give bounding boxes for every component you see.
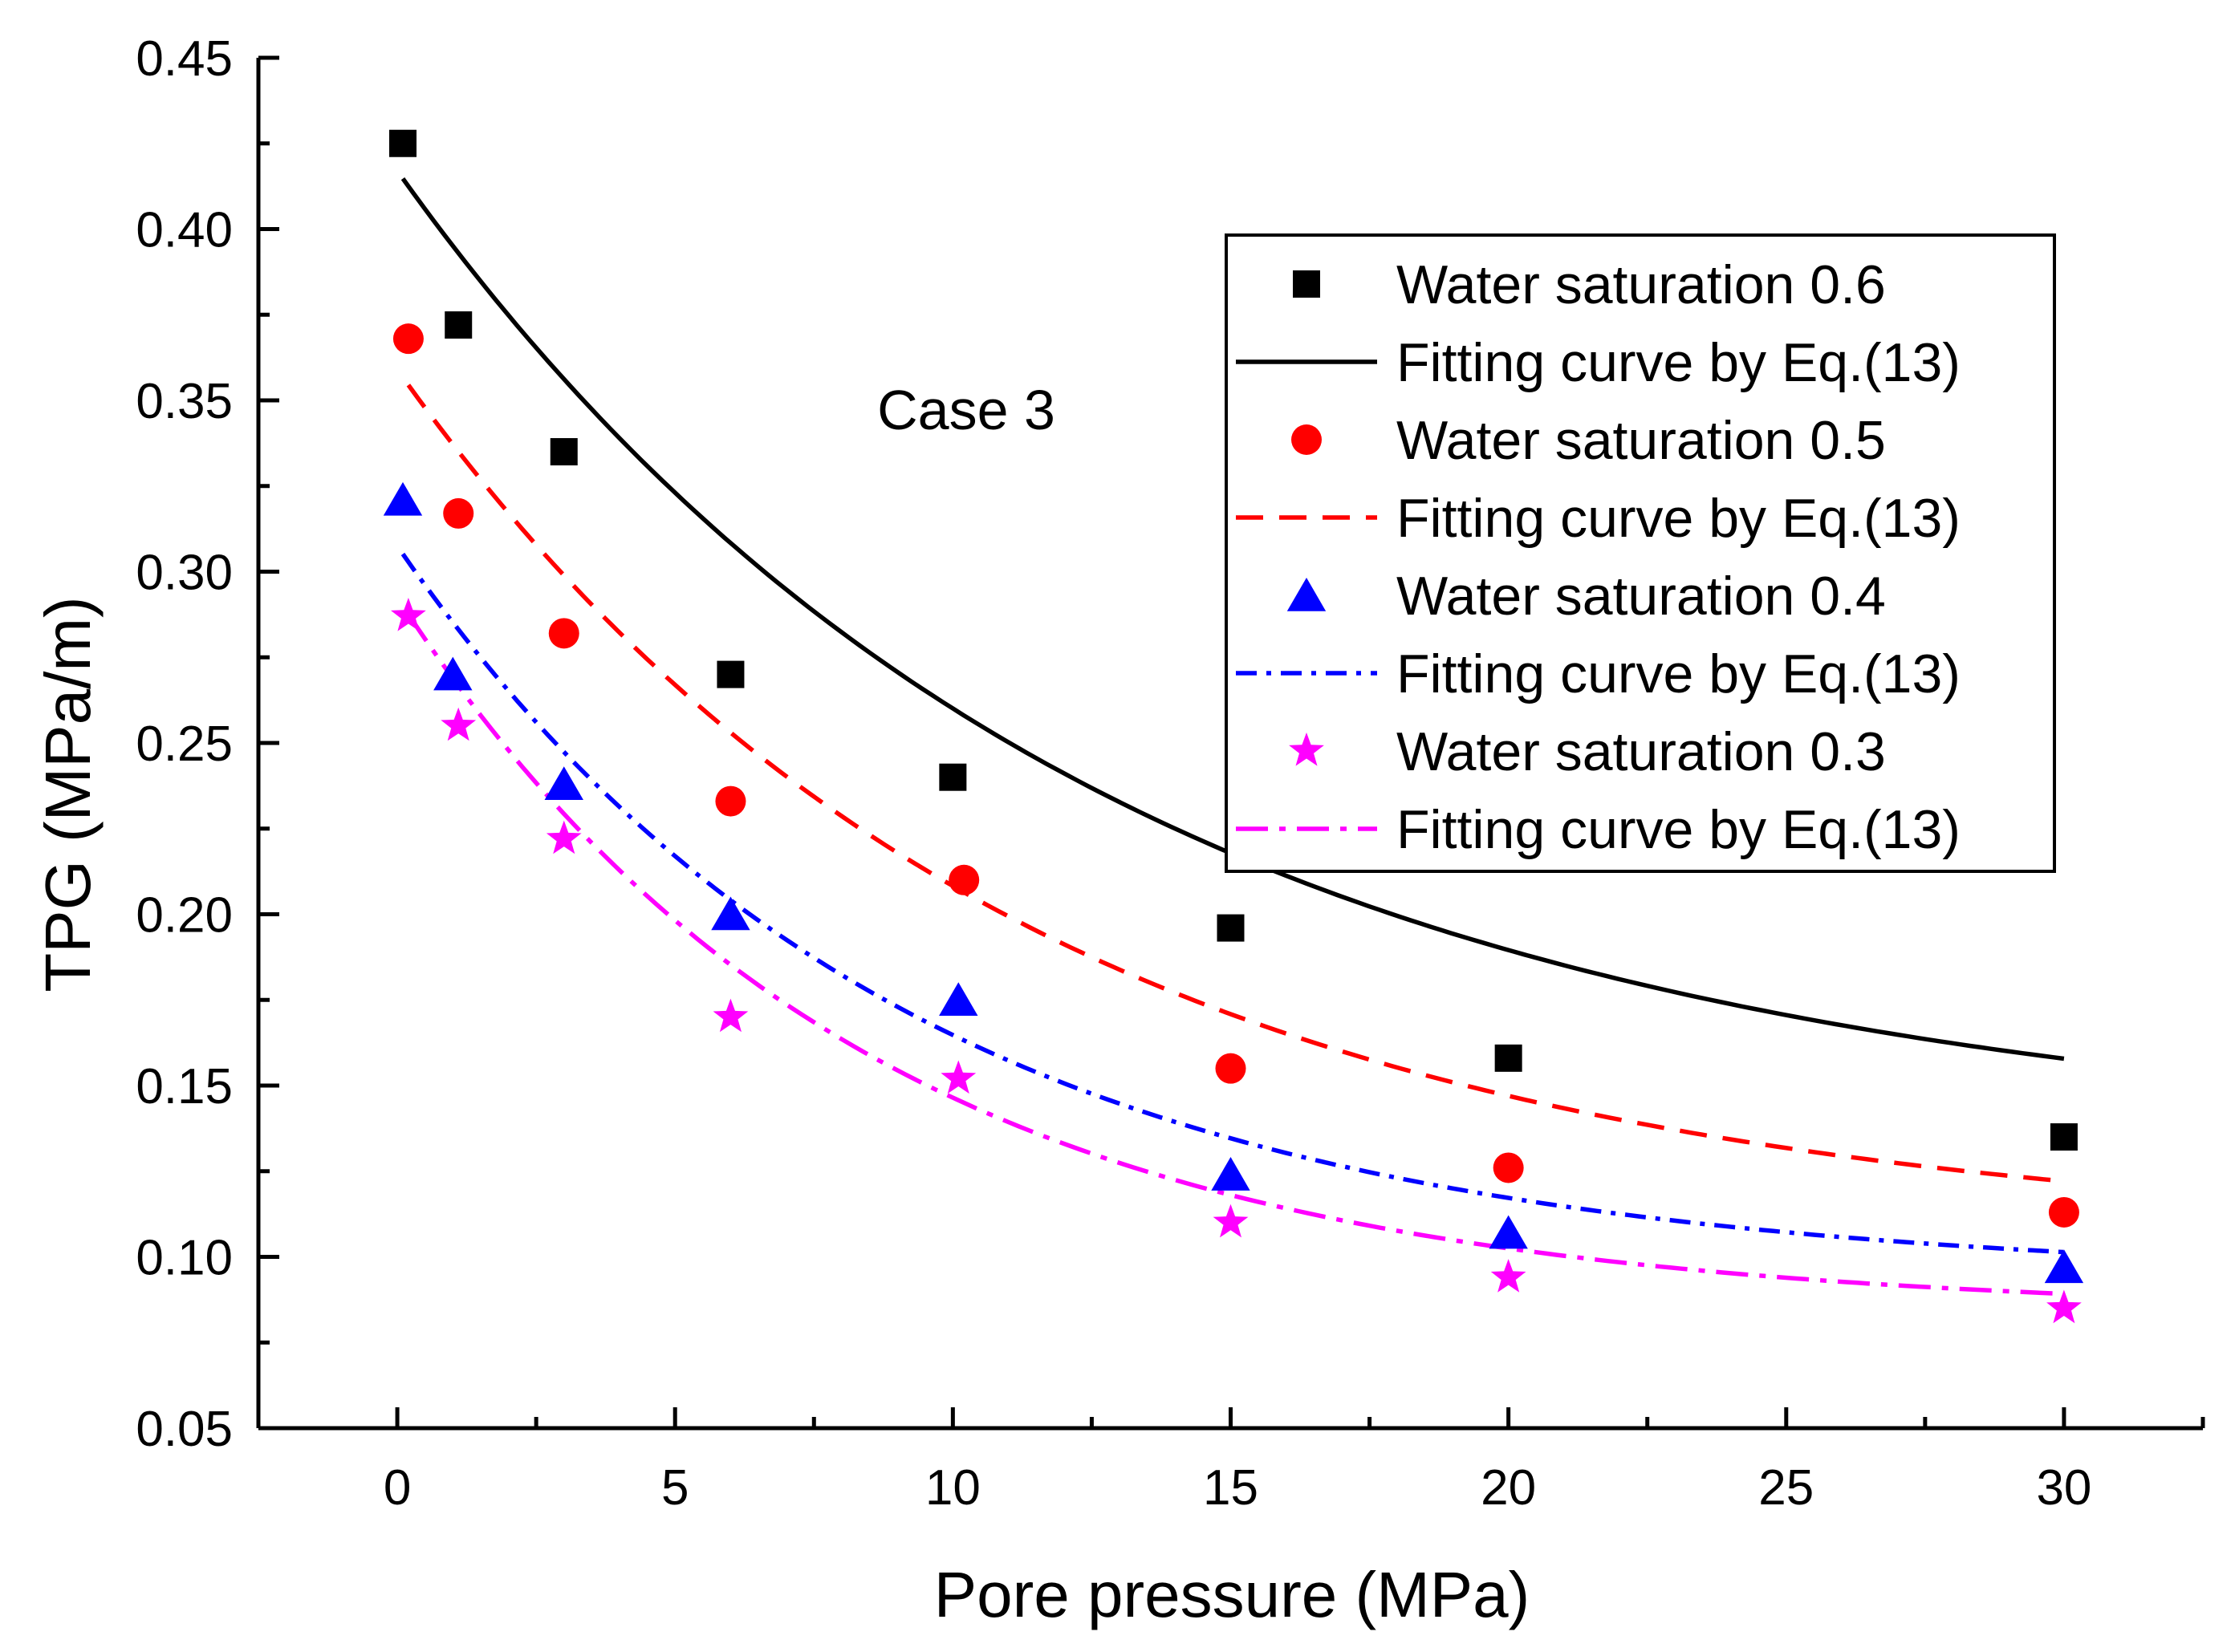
marker-circle [392,323,424,355]
y-tick-label: 0.25 [136,716,233,772]
y-tick-label: 0.35 [136,374,233,429]
marker-square [717,660,745,688]
y-tick-label: 0.15 [136,1059,233,1114]
marker-star [391,598,426,631]
marker-triangle [2044,1249,2084,1284]
x-axis-label: Pore pressure (MPa) [934,1559,1530,1630]
marker-square [445,311,473,339]
fit-curve-5 [400,552,2065,1255]
marker-triangle [383,481,423,516]
x-tick-label: 15 [1203,1460,1258,1516]
y-tick-label: 0.40 [136,203,233,258]
legend-marker [1291,424,1322,455]
y-tick-label: 0.20 [136,888,233,944]
legend-marker [1293,270,1320,298]
legend-label: Fitting curve by Eq.(13) [1396,799,1961,860]
x-tick-label: 10 [925,1460,981,1516]
legend-label: Water saturation 0.4 [1396,566,1886,627]
marker-square [1494,1044,1522,1072]
marker-triangle [1211,1157,1250,1191]
x-tick-label: 20 [1481,1460,1536,1516]
marker-circle [715,785,746,817]
marker-square [1217,914,1245,942]
marker-circle [548,618,579,649]
case-annotation: Case 3 [877,379,1055,441]
legend-marker [1286,578,1327,611]
marker-star [1213,1203,1249,1238]
x-tick-label: 0 [384,1460,411,1516]
marker-square [2050,1123,2078,1151]
x-tick-label: 30 [2036,1460,2091,1516]
y-tick-label: 0.05 [136,1402,233,1457]
legend-label: Fitting curve by Eq.(13) [1396,643,1961,704]
marker-star [713,998,749,1033]
marker-star [941,1060,977,1094]
fit-curve-3 [406,384,2065,1184]
marker-star [2046,1289,2082,1324]
marker-square [939,763,967,791]
legend-label: Water saturation 0.3 [1396,721,1886,782]
marker-triangle [433,656,473,691]
marker-circle [949,864,980,895]
y-tick-label: 0.45 [136,31,233,87]
marker-circle [1493,1152,1524,1183]
marker-circle [2048,1196,2079,1228]
legend-label: Fitting curve by Eq.(13) [1396,488,1961,549]
marker-square [388,129,417,157]
legend-label: Water saturation 0.5 [1396,410,1886,471]
marker-triangle [711,896,750,931]
fit-curve-7 [406,613,2065,1297]
marker-star [546,820,582,854]
x-tick-label: 5 [661,1460,689,1516]
marker-triangle [1489,1215,1528,1249]
y-tick-label: 0.30 [136,546,233,601]
marker-circle [1215,1053,1246,1084]
y-tick-label: 0.10 [136,1231,233,1286]
axes: 0.05 0.10 0.15 0.20 0.25 0.30 0.35 0.40 0.45 0 5 10… [136,31,2205,1516]
marker-circle [443,497,474,529]
y-axis-label: TPG (MPa/m) [32,596,104,992]
x-tick-label: 25 [1758,1460,1814,1516]
marker-star [441,707,477,741]
marker-square [550,438,578,466]
marker-triangle [544,766,583,801]
data-markers [383,129,2084,1324]
legend-label: Water saturation 0.6 [1396,254,1886,315]
marker-triangle [939,982,978,1017]
legend-marker [1289,733,1324,766]
legend: Water saturation 0.6 Fitting curve by Eq.… [1225,233,2056,873]
marker-star [1490,1259,1526,1293]
legend-box [1225,233,2056,873]
legend-label: Fitting curve by Eq.(13) [1396,332,1961,393]
